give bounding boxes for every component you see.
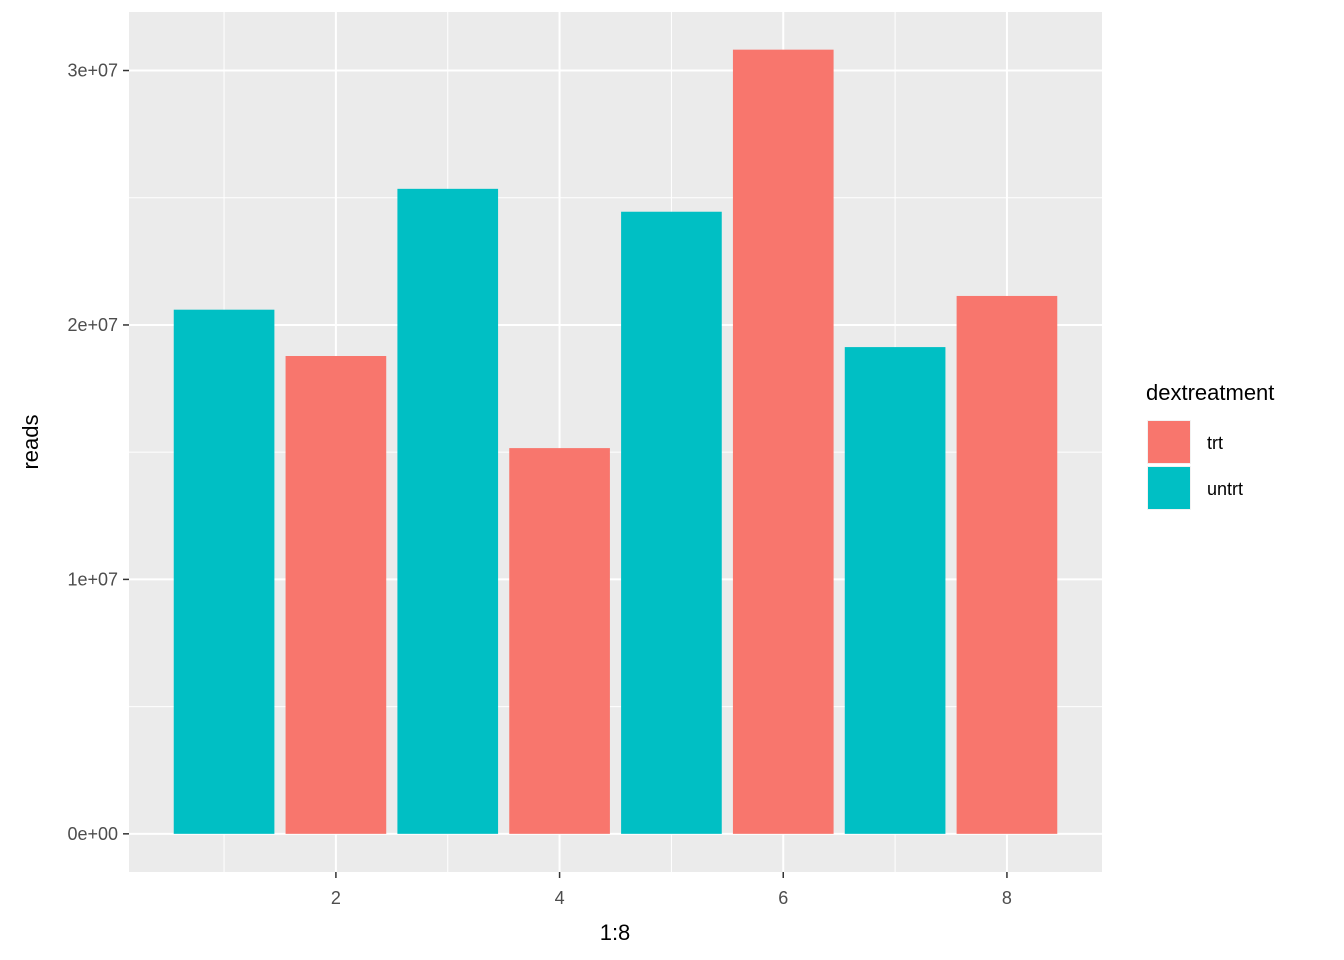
legend-swatch-trt [1148,421,1190,463]
x-axis: 2 4 6 8 [331,872,1012,908]
bar-8-trt [956,295,1058,834]
legend: dextreatment trt untrt [1146,380,1274,510]
x-tick-label: 4 [555,888,565,908]
plot-panel [129,12,1102,872]
x-tick-label: 6 [778,888,788,908]
bar-7-untrt [844,347,946,834]
legend-entries: trt untrt [1147,420,1243,510]
bar-1-untrt [173,309,275,834]
y-axis: 0e+00 1e+07 2e+07 3e+07 [67,61,129,844]
legend-label-untrt: untrt [1207,479,1243,499]
x-tick-label: 2 [331,888,341,908]
bar-3-untrt [397,188,499,834]
x-tick-label: 8 [1002,888,1012,908]
legend-swatch-untrt [1148,467,1190,509]
legend-label-trt: trt [1207,433,1223,453]
bars [173,49,1058,834]
legend-title: dextreatment [1146,380,1274,405]
bar-2-trt [285,356,387,834]
y-tick-label: 3e+07 [67,61,118,81]
y-tick-label: 2e+07 [67,315,118,335]
y-tick-label: 0e+00 [67,824,118,844]
bar-5-untrt [621,211,722,834]
y-axis-title: reads [18,414,43,469]
x-axis-title: 1:8 [600,920,631,945]
bar-4-trt [509,448,610,834]
bar-6-trt [732,49,834,834]
y-tick-label: 1e+07 [67,569,118,589]
